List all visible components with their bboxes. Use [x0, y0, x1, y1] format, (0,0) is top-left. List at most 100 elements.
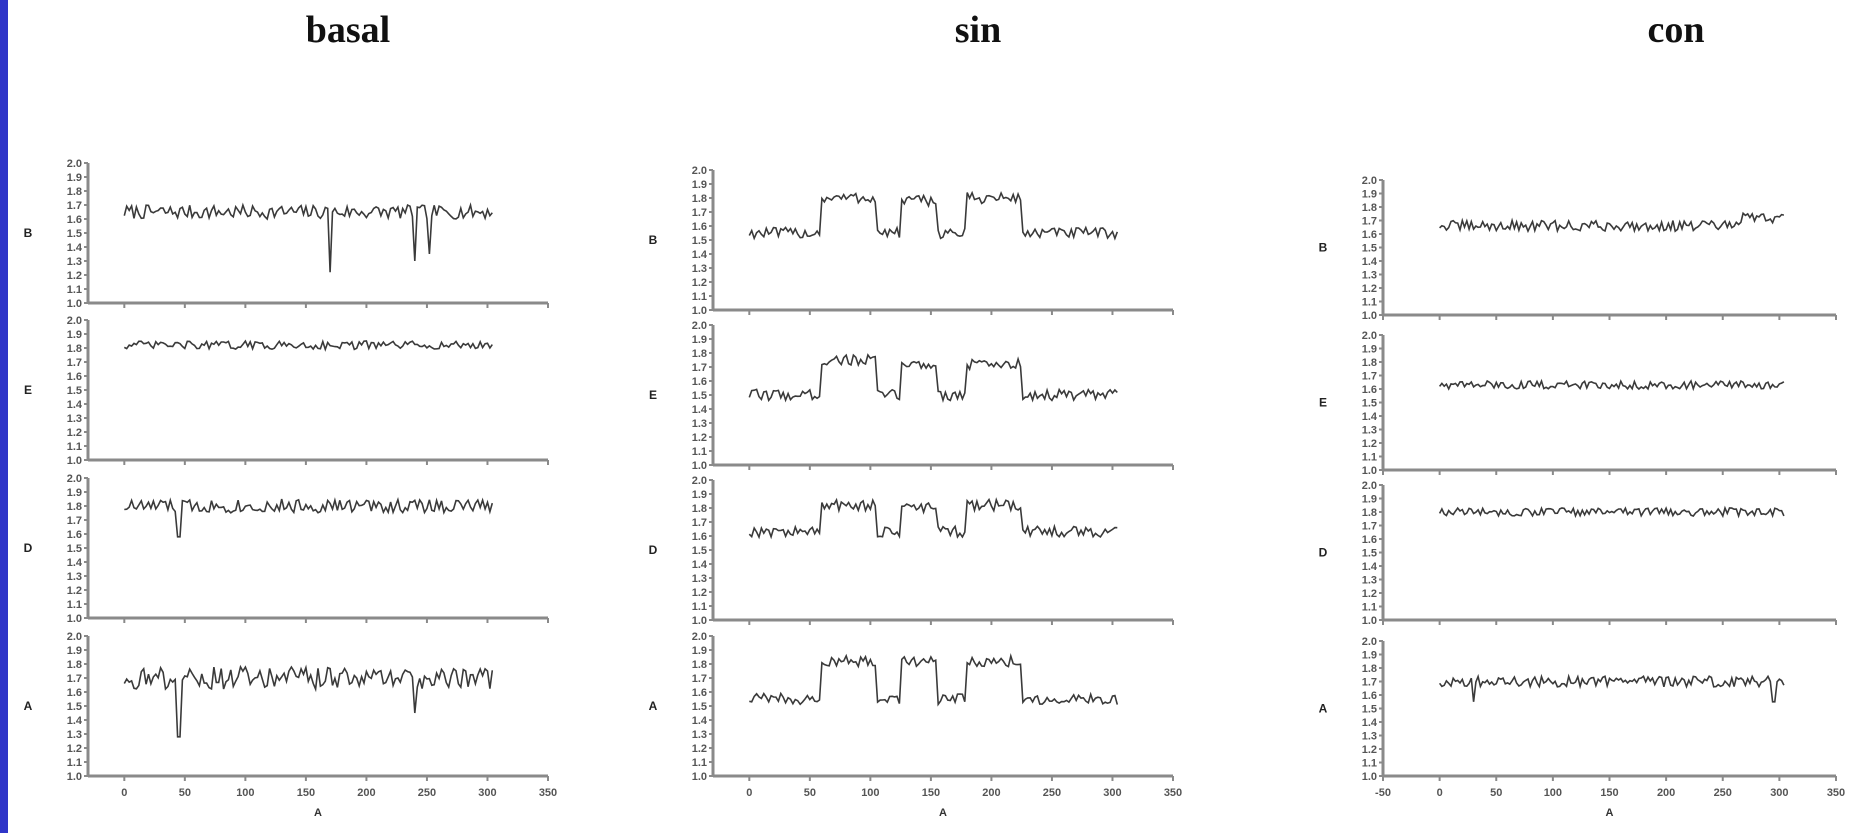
- y-tick-label: 1.6: [67, 687, 82, 699]
- y-tick-label: 1.5: [692, 390, 707, 402]
- y-tick-label: 1.5: [692, 235, 707, 247]
- figure-frame: basal 1.0 1.1 1.2 1.3 1.4 1.5 1.6 1.7 1.8 1.9 2.0 B 1…: [8, 0, 1855, 833]
- y-tick-label: 2.0: [67, 158, 82, 170]
- y-tick-label: 1.2: [67, 743, 82, 755]
- x-tick-label: 50: [179, 787, 191, 799]
- y-tick-label: 1.1: [692, 757, 707, 769]
- y-tick-label: 2.0: [1362, 330, 1377, 342]
- y-tick-label: 1.3: [1362, 270, 1377, 282]
- y-tick-label: 1.9: [67, 172, 82, 184]
- y-tick-label: 1.1: [692, 446, 707, 458]
- series-line: [1438, 378, 1785, 392]
- y-tick-label: 1.2: [67, 427, 82, 439]
- panel-1: 1.0 1.1 1.2 1.3 1.4 1.5 1.6 1.7 1.8 1.9 2.0 E: [24, 315, 549, 467]
- y-tick-label: 1.5: [67, 385, 82, 397]
- y-tick-label: 1.8: [692, 348, 707, 360]
- x-tick-label: 100: [236, 787, 254, 799]
- y-tick-label: 1.6: [67, 529, 82, 541]
- y-tick-label: 1.9: [1362, 344, 1377, 356]
- chart-title: basal: [306, 9, 390, 51]
- y-tick-label: 1.5: [1362, 398, 1377, 410]
- y-tick-label: 1.5: [1362, 704, 1377, 716]
- y-tick-label: 1.5: [67, 228, 82, 240]
- y-axis-label: B: [1319, 241, 1328, 255]
- y-tick-label: 1.5: [1362, 243, 1377, 255]
- chart-sin: sin1.01.11.21.31.41.51.61.71.81.92.0B1.0…: [649, 9, 1183, 819]
- y-axis-label: A: [649, 699, 658, 713]
- panel-3: 1.0 1.1 1.2 1.3 1.4 1.5 1.6 1.7 1.8 1.9 2.0 A 0 50 100…: [24, 631, 558, 819]
- y-tick-label: 1.9: [692, 179, 707, 191]
- y-tick-label: 1.1: [692, 601, 707, 613]
- y-tick-label: 1.6: [692, 376, 707, 388]
- y-tick-label: 1.0: [67, 455, 82, 467]
- y-tick-label: 1.2: [1362, 438, 1377, 450]
- y-tick-label: 1.9: [67, 645, 82, 657]
- y-tick-label: 1.1: [1362, 452, 1377, 464]
- y-tick-label: 1.1: [67, 757, 82, 769]
- y-tick-label: 1.7: [1362, 216, 1377, 228]
- y-tick-label: 1.7: [692, 517, 707, 529]
- y-tick-label: 1.1: [1362, 602, 1377, 614]
- y-tick-label: 1.7: [1362, 521, 1377, 533]
- y-axis-label: D: [1319, 546, 1328, 560]
- y-tick-label: 1.6: [1362, 229, 1377, 241]
- y-tick-label: 1.2: [692, 587, 707, 599]
- y-tick-label: 1.0: [1362, 310, 1377, 322]
- panel-1: 1.0 1.1 1.2 1.3 1.4 1.5 1.6 1.7 1.8 1.9 2.0 E: [649, 320, 1174, 472]
- chart-title: sin: [955, 9, 1001, 51]
- y-tick-label: 1.7: [67, 200, 82, 212]
- chart-title: con: [1648, 9, 1705, 51]
- y-tick-label: 1.3: [1362, 575, 1377, 587]
- y-tick-label: 2.0: [692, 475, 707, 487]
- y-tick-label: 1.8: [67, 659, 82, 671]
- y-tick-label: 1.9: [1362, 189, 1377, 201]
- y-tick-label: 1.0: [1362, 615, 1377, 627]
- y-tick-label: 2.0: [1362, 636, 1377, 648]
- y-tick-label: 1.7: [692, 362, 707, 374]
- y-tick-label: 1.5: [1362, 548, 1377, 560]
- y-tick-label: 1.6: [1362, 534, 1377, 546]
- y-tick-label: 1.6: [67, 214, 82, 226]
- chart-con: con1.01.11.21.31.41.51.61.71.81.92.0B1.0…: [1319, 9, 1846, 819]
- y-tick-label: 1.6: [1362, 690, 1377, 702]
- y-tick-label: 1.3: [67, 256, 82, 268]
- x-tick-label: 200: [1657, 787, 1675, 799]
- x-tick-label: 100: [1544, 787, 1562, 799]
- y-tick-label: 1.8: [1362, 663, 1377, 675]
- y-tick-label: 1.1: [692, 291, 707, 303]
- y-tick-label: 2.0: [67, 473, 82, 485]
- y-tick-label: 1.0: [692, 460, 707, 472]
- y-tick-label: 1.3: [692, 263, 707, 275]
- y-tick-label: 1.2: [692, 432, 707, 444]
- y-tick-label: 1.2: [1362, 283, 1377, 295]
- y-tick-label: 1.9: [1362, 650, 1377, 662]
- y-tick-label: 1.6: [692, 687, 707, 699]
- y-tick-label: 1.2: [67, 585, 82, 597]
- y-tick-label: 2.0: [692, 320, 707, 332]
- y-tick-label: 1.8: [1362, 202, 1377, 214]
- y-tick-label: 1.9: [67, 487, 82, 499]
- y-tick-label: 1.9: [1362, 494, 1377, 506]
- y-tick-label: 1.1: [1362, 297, 1377, 309]
- x-tick-label: 0: [1437, 787, 1443, 799]
- x-tick-label: 350: [1164, 787, 1182, 799]
- y-tick-label: 1.9: [692, 645, 707, 657]
- y-axis-label: B: [649, 233, 658, 247]
- y-tick-label: 1.3: [67, 413, 82, 425]
- y-tick-label: 1.8: [692, 659, 707, 671]
- y-tick-label: 1.8: [67, 186, 82, 198]
- panel-0: 1.0 1.1 1.2 1.3 1.4 1.5 1.6 1.7 1.8 1.9 2.0 B: [24, 158, 549, 310]
- y-tick-label: 1.6: [1362, 384, 1377, 396]
- x-axis-label: A: [939, 807, 947, 819]
- series-line: [123, 664, 494, 738]
- y-tick-label: 1.3: [1362, 425, 1377, 437]
- y-tick-label: 1.2: [692, 277, 707, 289]
- y-tick-label: 1.0: [67, 771, 82, 783]
- y-tick-label: 1.1: [1362, 758, 1377, 770]
- y-tick-label: 1.6: [692, 221, 707, 233]
- x-tick-label: 350: [539, 787, 557, 799]
- y-tick-label: 1.7: [67, 357, 82, 369]
- y-tick-label: 1.3: [67, 729, 82, 741]
- y-tick-label: 2.0: [692, 165, 707, 177]
- y-tick-label: 1.4: [692, 404, 708, 416]
